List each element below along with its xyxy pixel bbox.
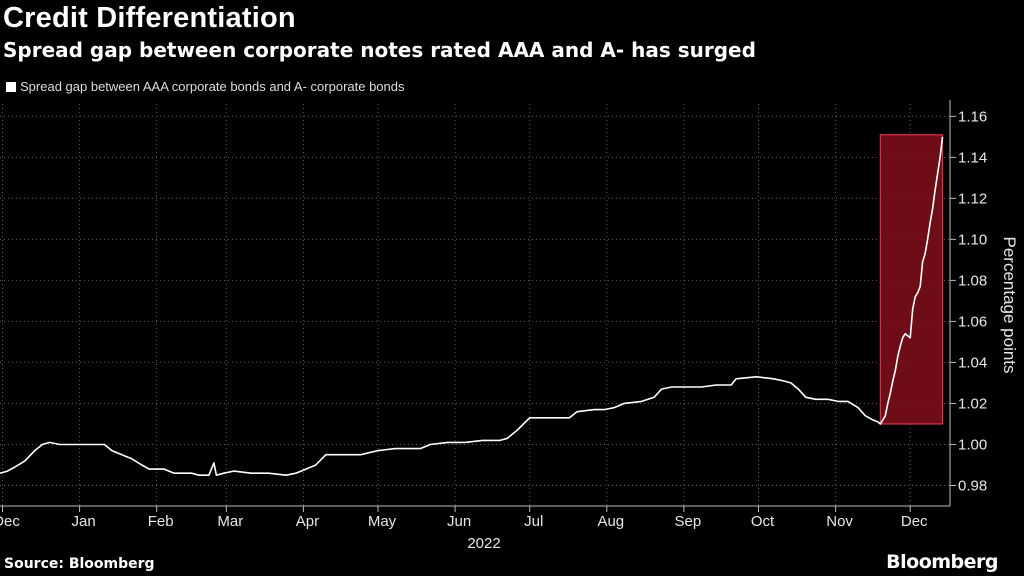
x-tick-label-10: Oct <box>751 513 775 530</box>
legend: Spread gap between AAA corporate bonds a… <box>6 79 405 94</box>
y-tick-label-7: 1.12 <box>958 190 987 207</box>
highlight-region <box>879 134 944 425</box>
grid <box>0 104 950 506</box>
x-tick-label-3: Mar <box>217 513 243 530</box>
chart-title: Credit Differentiation <box>3 2 296 34</box>
y-tick-label-6: 1.10 <box>958 231 987 248</box>
y-tick-label-8: 1.14 <box>958 149 987 166</box>
highlight-region-group <box>879 134 944 425</box>
y-axis-label: Percentage points <box>1000 236 1019 373</box>
series-line-0 <box>0 136 944 476</box>
x-tick-label-8: Aug <box>597 513 624 530</box>
series-group <box>0 136 944 476</box>
y-tick-label-0: 0.98 <box>958 477 987 494</box>
y-tick-label-4: 1.06 <box>958 313 987 330</box>
legend-swatch <box>6 81 16 92</box>
x-tick-label-12: Dec <box>901 513 928 530</box>
x-axis-year-label: 2022 <box>467 535 500 552</box>
source-note: Source: Bloomberg <box>4 556 155 572</box>
x-tick-label-4: Apr <box>296 513 319 530</box>
x-tick-label-1: Jan <box>71 513 95 530</box>
y-tick-label-3: 1.04 <box>958 354 987 371</box>
x-tick-label-11: Nov <box>826 513 853 530</box>
y-tick-label-1: 1.00 <box>958 436 987 453</box>
y-axis: 0.98 1.00 1.02 1.04 1.06 1.08 1.10 1.12 1.14 1.16… <box>949 100 1019 506</box>
y-tick-label-2: 1.02 <box>958 395 987 412</box>
x-axis: Dec Jan Feb Mar Apr May Jun Jul Aug Sep Oct Nov Dec 2… <box>0 505 950 552</box>
bloomberg-logo: Bloomberg <box>886 551 998 573</box>
x-tick-label-6: Jun <box>447 513 471 530</box>
x-tick-label-0: Dec <box>0 513 20 530</box>
x-tick-label-9: Sep <box>675 513 702 530</box>
chart-subtitle: Spread gap between corporate notes rated… <box>3 38 756 62</box>
x-tick-label-2: Feb <box>148 513 174 530</box>
x-tick-label-7: Jul <box>524 513 543 530</box>
y-tick-label-9: 1.16 <box>958 108 987 125</box>
legend-label: Spread gap between AAA corporate bonds a… <box>20 79 405 94</box>
x-tick-label-5: May <box>368 513 397 530</box>
y-tick-label-5: 1.08 <box>958 272 987 289</box>
